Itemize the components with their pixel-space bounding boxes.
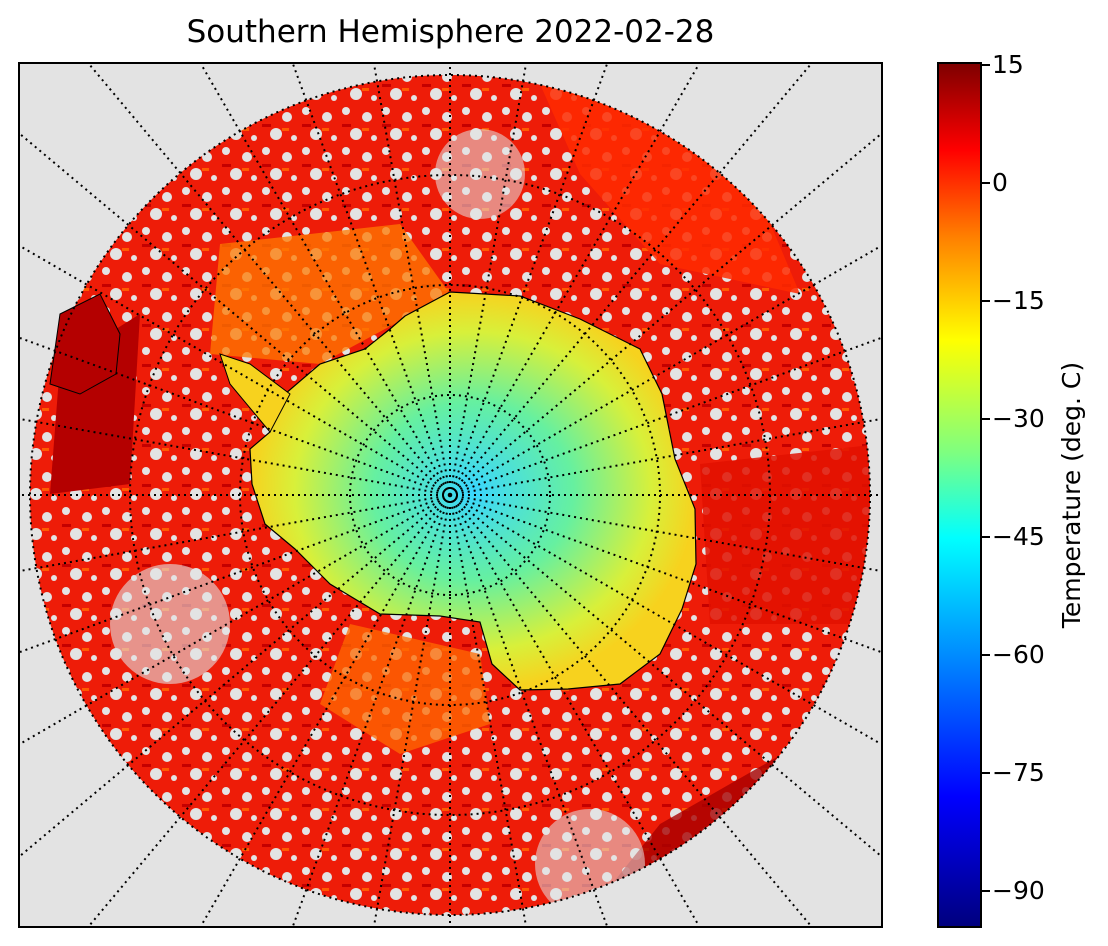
graticule (20, 64, 881, 926)
tick-label: −15 (992, 286, 1045, 315)
tick-mark (982, 536, 990, 538)
colorbar-tick: −15 (982, 286, 1062, 316)
tick-label: −30 (992, 404, 1045, 433)
tick-mark (982, 64, 990, 66)
tick-mark (982, 418, 990, 420)
colorbar-tick: −90 (982, 876, 1062, 906)
colorbar-tick: −75 (982, 758, 1062, 788)
tick-mark (982, 890, 990, 892)
colorbar-tick: −60 (982, 640, 1062, 670)
tick-mark (982, 772, 990, 774)
map-title: Southern Hemisphere 2022-02-28 (186, 14, 715, 50)
colorbar-tick: 15 (982, 50, 1062, 80)
colorbar-gradient (939, 64, 980, 926)
tick-label: −60 (992, 640, 1045, 669)
tick-mark (982, 300, 990, 302)
tick-label: −75 (992, 758, 1045, 787)
tick-label: −45 (992, 522, 1045, 551)
tick-label: 15 (992, 50, 1024, 79)
ocean-cloud-field (30, 75, 870, 915)
tick-mark (982, 182, 990, 184)
antarctic-peninsula (219, 353, 291, 433)
colorbar-tick: −45 (982, 522, 1062, 552)
polar-map (20, 64, 881, 926)
tick-mark (982, 654, 990, 656)
colorbar-tick: −30 (982, 404, 1062, 434)
colorbar-tick: 0 (982, 168, 1062, 198)
tick-label: 0 (992, 168, 1008, 197)
colorbar-label: Temperature (deg. C) (1057, 361, 1086, 629)
map-panel (18, 62, 883, 928)
colorbar (937, 62, 982, 928)
tick-label: −90 (992, 876, 1045, 905)
